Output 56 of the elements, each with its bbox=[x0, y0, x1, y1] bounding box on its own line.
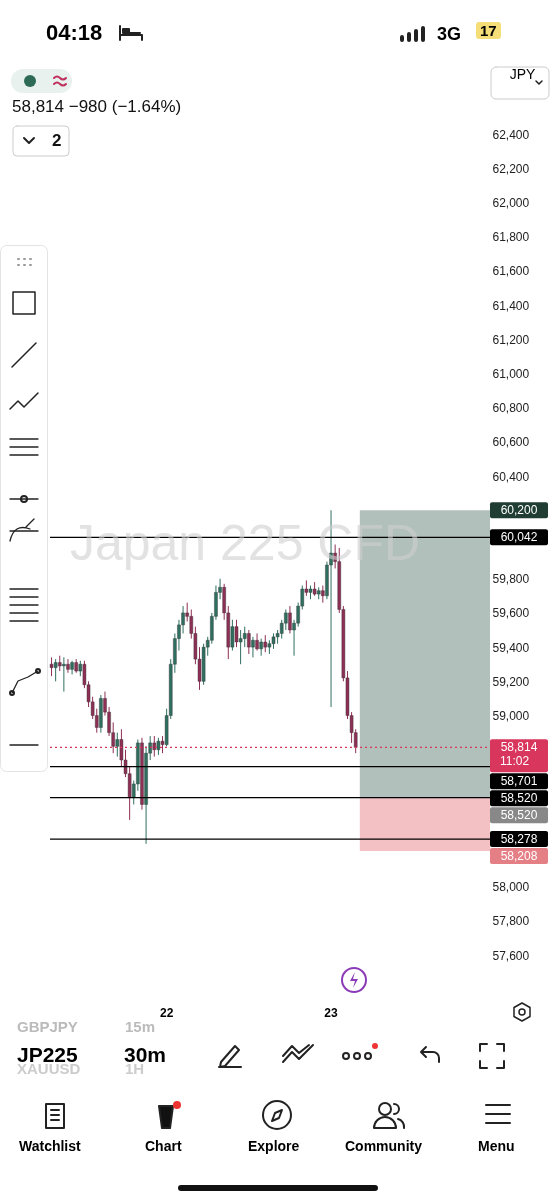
text: 15m bbox=[125, 1018, 156, 1035]
y-tick-label: 59,000 bbox=[492, 709, 530, 724]
text: Community bbox=[345, 1138, 422, 1154]
text: 04:18 bbox=[46, 20, 103, 46]
annotation: 2 bbox=[52, 131, 62, 151]
y-tick-label: 57,800 bbox=[492, 914, 530, 929]
candlestick bbox=[251, 636, 255, 658]
candlestick bbox=[62, 656, 66, 693]
text: Watchlist bbox=[19, 1138, 81, 1154]
candlestick bbox=[66, 658, 70, 674]
y-tick-label: 59,800 bbox=[492, 572, 530, 587]
chart-subtitle: 58,814 −980 (−1.64%) bbox=[12, 97, 182, 116]
y-tick-label: 61,000 bbox=[492, 366, 530, 381]
y-tick-label: 58,000 bbox=[492, 880, 530, 895]
y-tick-label: 61,200 bbox=[492, 332, 530, 347]
candlestick bbox=[284, 609, 288, 631]
candlestick bbox=[238, 629, 243, 665]
y-tick-label: 60,600 bbox=[492, 435, 530, 450]
ref-line-label: 58,701 bbox=[500, 774, 538, 789]
candlestick bbox=[53, 658, 58, 682]
candlestick bbox=[242, 626, 247, 648]
candlestick bbox=[288, 605, 292, 634]
ref-line-label: 60,042 bbox=[500, 530, 538, 545]
x-tick-label: 22 bbox=[159, 1005, 174, 1020]
y-tick-label: 61,400 bbox=[492, 298, 530, 313]
y-tick-label: 61,800 bbox=[492, 230, 530, 245]
y-tick-label: 60,800 bbox=[492, 401, 530, 416]
candlestick bbox=[49, 656, 54, 677]
text: 3G bbox=[437, 24, 462, 45]
y-tick-label: 59,200 bbox=[492, 674, 530, 689]
y-axis-title: JPY bbox=[509, 65, 536, 82]
text: Chart bbox=[145, 1138, 182, 1154]
y-tick-label: 61,600 bbox=[492, 264, 530, 279]
x-tick-label: 23 bbox=[324, 1005, 339, 1020]
text: 11:02 bbox=[500, 754, 530, 769]
y-tick-label: 59,600 bbox=[492, 606, 530, 621]
candlestick bbox=[255, 632, 259, 652]
text: 17 bbox=[476, 22, 501, 39]
y-tick-label: 57,600 bbox=[492, 948, 530, 963]
candlestick bbox=[234, 619, 239, 648]
text: 58,520 bbox=[500, 808, 538, 823]
candlestick bbox=[247, 629, 251, 655]
band-label: 60,200 bbox=[500, 503, 538, 518]
text: Menu bbox=[478, 1138, 515, 1154]
text: GBPJPY bbox=[17, 1018, 78, 1035]
ref-line-label: 58,814 bbox=[500, 740, 538, 755]
text: Explore bbox=[248, 1138, 300, 1154]
candlestick bbox=[115, 732, 120, 758]
y-tick-label: 62,400 bbox=[492, 127, 530, 142]
y-tick-label: 59,400 bbox=[492, 640, 530, 655]
y-tick-label: 62,200 bbox=[492, 161, 530, 176]
ref-line-label: 58,520 bbox=[500, 791, 538, 806]
y-tick-label: 60,400 bbox=[492, 469, 530, 484]
band-label: 58,208 bbox=[500, 849, 538, 864]
y-tick-label: 62,000 bbox=[492, 195, 530, 210]
ref-line-label: 58,278 bbox=[500, 832, 538, 847]
